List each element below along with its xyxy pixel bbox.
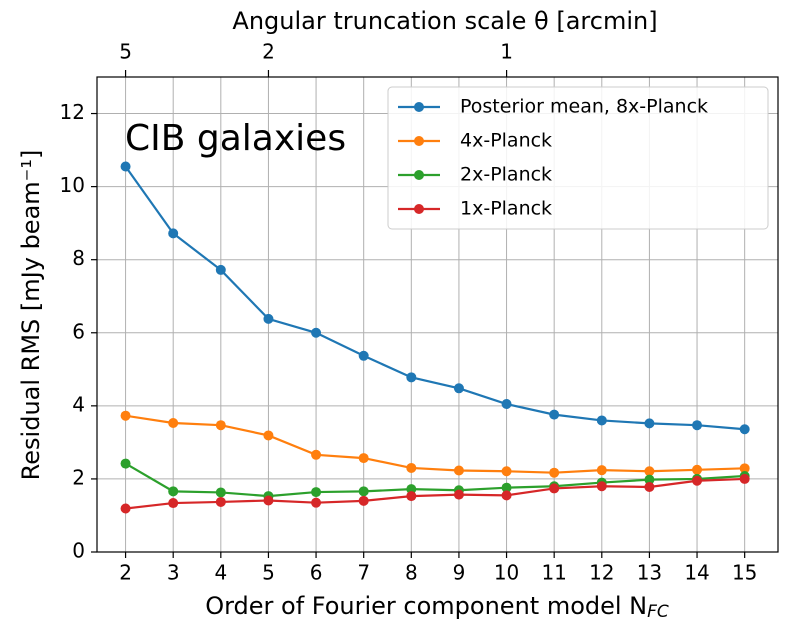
series-line — [124, 165, 745, 431]
data-point — [453, 465, 464, 476]
data-point — [501, 490, 512, 501]
data-point — [263, 313, 274, 324]
x-tick-label: 11 — [541, 561, 566, 585]
data-point — [501, 399, 512, 410]
annotation: CIB galaxies — [125, 118, 346, 159]
x-axis-label-sub: FC — [647, 602, 669, 622]
legend-label: 1x-Planck — [460, 198, 552, 220]
legend-marker — [414, 102, 424, 112]
x-tick-label: 7 — [357, 561, 370, 585]
data-point — [358, 486, 369, 497]
data-point — [311, 449, 322, 460]
data-point — [739, 463, 750, 474]
data-point — [453, 489, 464, 500]
x-tick-label: 15 — [732, 561, 757, 585]
legend-box — [387, 86, 769, 230]
data-point — [501, 482, 512, 493]
x-tick-label: 12 — [589, 561, 614, 585]
data-point — [692, 420, 703, 431]
data-point — [215, 487, 226, 498]
y-tick-label: 2 — [72, 465, 85, 489]
data-point — [596, 481, 607, 492]
data-point — [311, 497, 322, 508]
data-point — [168, 228, 179, 239]
data-point — [644, 474, 655, 485]
data-point — [692, 475, 703, 486]
legend-label: 4x-Planck — [460, 130, 552, 152]
data-point — [168, 418, 179, 429]
y-axis-label: Residual RMS [mJy beam⁻¹] — [17, 150, 45, 481]
data-point — [692, 464, 703, 475]
x-tick-label: 4 — [214, 561, 227, 585]
legend-label: Posterior mean, 8x-Planck — [460, 96, 708, 118]
data-point — [549, 483, 560, 494]
x-tick-label: 2 — [119, 561, 132, 585]
x-axis-label-main: Order of Fourier component model N — [205, 592, 647, 620]
data-point — [644, 481, 655, 492]
data-point — [168, 486, 179, 497]
series-line — [125, 462, 745, 498]
data-point — [453, 383, 464, 394]
data-point — [120, 410, 131, 421]
legend-marker — [414, 170, 424, 180]
data-point — [406, 484, 417, 495]
x2-tick-label: 2 — [262, 40, 275, 64]
data-point — [263, 495, 274, 506]
x-tick-label: 13 — [637, 561, 662, 585]
plot-frame — [96, 76, 779, 553]
data-point — [311, 487, 322, 498]
data-point — [406, 462, 417, 473]
data-point — [739, 473, 750, 484]
data-point — [739, 424, 750, 435]
data-point — [596, 415, 607, 426]
data-point — [215, 264, 226, 275]
legend-label: 2x-Planck — [460, 164, 552, 186]
x2-tick-label: 5 — [119, 40, 132, 64]
series-line — [125, 414, 745, 474]
data-point — [358, 495, 369, 506]
x-tick-label: 6 — [310, 561, 323, 585]
data-point — [501, 466, 512, 477]
data-point — [549, 467, 560, 478]
data-point — [644, 418, 655, 429]
y-tick-label: 8 — [72, 246, 85, 270]
data-point — [168, 498, 179, 509]
data-point — [215, 420, 226, 431]
data-point — [263, 430, 274, 441]
x-tick-label: 14 — [684, 561, 709, 585]
data-point — [358, 350, 369, 361]
x-tick-label: 3 — [167, 561, 180, 585]
x2-tick-label: 1 — [500, 40, 513, 64]
data-point — [120, 161, 131, 172]
legend-marker — [414, 204, 424, 214]
data-point — [120, 503, 131, 514]
data-point — [120, 458, 131, 469]
data-point — [311, 327, 322, 338]
data-point — [406, 372, 417, 383]
y-tick-label: 6 — [72, 319, 85, 343]
data-point — [596, 465, 607, 476]
x-tick-label: 10 — [494, 561, 519, 585]
x-tick-label: 8 — [405, 561, 418, 585]
legend: Posterior mean, 8x-Planck 4x-Planck 2x-Pla… — [387, 86, 769, 230]
x-axis-label: Order of Fourier component model NFC — [205, 592, 669, 622]
x-tick-label: 5 — [262, 561, 275, 585]
y-tick-label: 12 — [60, 100, 85, 124]
data-point — [549, 409, 560, 420]
y-tick-label: 0 — [72, 539, 85, 563]
x-tick-label: 9 — [453, 561, 466, 585]
data-point — [215, 496, 226, 507]
data-point — [358, 453, 369, 464]
legend-marker — [414, 136, 424, 146]
top-axis-title: Angular truncation scale θ [arcmin] — [232, 7, 657, 35]
series-line — [125, 477, 745, 510]
y-tick-label: 4 — [72, 392, 85, 416]
data-point — [406, 491, 417, 502]
data-point — [644, 466, 655, 477]
y-tick-label: 10 — [60, 173, 85, 197]
